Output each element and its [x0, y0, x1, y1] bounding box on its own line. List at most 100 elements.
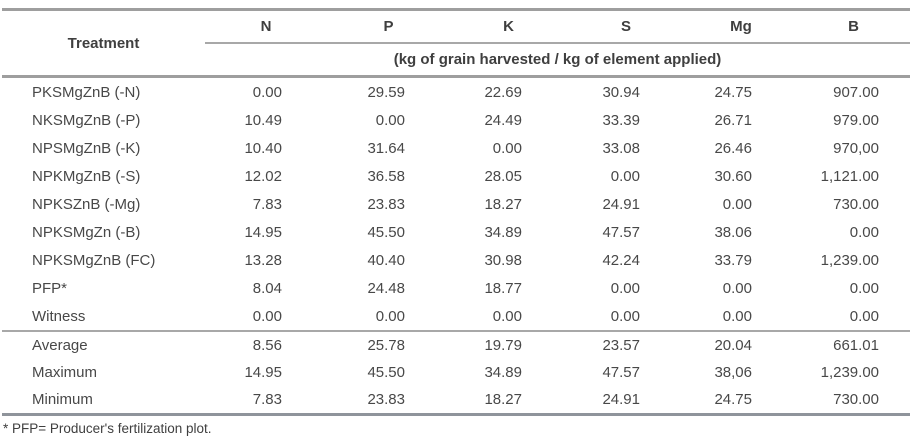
value-cell-b: 1,239.00 [820, 364, 879, 381]
value-cell-n: 10.49 [244, 111, 282, 129]
value-cell-k: 0.00 [450, 302, 567, 332]
value-cell-s: 33.08 [602, 139, 640, 157]
value-cell-n: 14.95 [244, 223, 282, 241]
element-header-row: Treatment N P K S Mg B [2, 9, 910, 78]
value-cell-s: 30.94 [602, 83, 640, 101]
value-cell-s: 42.24 [602, 251, 640, 269]
value-cell-b: 0.00 [849, 223, 879, 241]
value-cell-p: 0.00 [375, 111, 405, 129]
value-cell-n: 8.56 [252, 337, 282, 354]
value-cell-k: 28.05 [484, 167, 522, 185]
table-row: NPKSZnB (-Mg) 7.83 23.83 18.27 24.91 0.0… [2, 190, 910, 218]
treatment-column-header: Treatment [2, 9, 205, 78]
value-cell-p: 24.48 [367, 279, 405, 297]
value-cell-p: 23.83 [327, 386, 450, 416]
table-row: NPKSMgZnB (FC) 13.28 40.40 30.98 42.24 3… [2, 246, 910, 274]
treatment-name: NPKSZnB (-Mg) [32, 195, 141, 213]
value-cell-b: 0.00 [849, 279, 879, 297]
table-row: PKSMgZnB (-N) 0.00 29.59 22.69 30.94 24.… [2, 77, 910, 107]
footnote: * PFP= Producer's fertilization plot. [3, 421, 212, 436]
value-cell-k: 18.27 [450, 386, 567, 416]
value-cell-s: 23.57 [602, 337, 640, 354]
unit-header-row: (kg of grain harvested / kg of element a… [2, 43, 910, 78]
column-header-b: B [797, 9, 910, 44]
value-cell-s: 0.00 [610, 279, 640, 297]
value-cell-k: 30.98 [484, 251, 522, 269]
value-cell-k: 0.00 [492, 139, 522, 157]
treatment-name: PFP* [32, 279, 68, 297]
value-cell-mg: 24.75 [685, 386, 797, 416]
value-cell-n: 8.04 [252, 279, 282, 297]
value-cell-p: 31.64 [367, 139, 405, 157]
column-header-mg: Mg [685, 9, 797, 44]
value-cell-p: 45.50 [367, 223, 405, 241]
value-cell-k: 18.77 [484, 279, 522, 297]
column-header-n: N [205, 9, 327, 44]
value-cell-p: 29.59 [367, 83, 405, 101]
treatment-name: PKSMgZnB (-N) [32, 83, 141, 101]
value-cell-p: 36.58 [367, 167, 405, 185]
table-row: NPSMgZnB (-K) 10.40 31.64 0.00 33.08 26.… [2, 134, 910, 162]
table-row: PFP* 8.04 24.48 18.77 0.00 0.00 0.00 [2, 274, 910, 302]
treatment-name: Minimum [2, 386, 205, 416]
value-cell-mg: 38,06 [714, 364, 752, 381]
value-cell-b: 1,121.00 [820, 167, 879, 185]
value-cell-mg: 20.04 [714, 337, 752, 354]
value-cell-mg: 26.71 [714, 111, 752, 129]
value-cell-s: 47.57 [602, 223, 640, 241]
column-header-s: S [567, 9, 685, 44]
treatment-name: NPKMgZnB (-S) [32, 167, 141, 185]
treatment-name: NPKSMgZn (-B) [32, 223, 141, 241]
value-cell-k: 22.69 [484, 83, 522, 101]
table-row: Average 8.56 25.78 19.79 23.57 20.04 661… [2, 331, 910, 359]
value-cell-p: 25.78 [367, 337, 405, 354]
value-cell-b: 0.00 [797, 302, 910, 332]
column-header-k: K [450, 9, 567, 44]
value-cell-b: 907.00 [833, 83, 879, 101]
treatment-name: Witness [2, 302, 205, 332]
table-row: NPKSMgZn (-B) 14.95 45.50 34.89 47.57 38… [2, 218, 910, 246]
table-row: NPKMgZnB (-S) 12.02 36.58 28.05 0.00 30.… [2, 162, 910, 190]
value-cell-s: 33.39 [602, 111, 640, 129]
value-cell-p: 23.83 [367, 195, 405, 213]
value-cell-b: 730.00 [797, 386, 910, 416]
value-cell-mg: 0.00 [722, 279, 752, 297]
value-cell-mg: 26.46 [714, 139, 752, 157]
value-cell-k: 18.27 [484, 195, 522, 213]
table-row: Witness 0.00 0.00 0.00 0.00 0.00 0.00 [2, 302, 910, 332]
table-row: NKSMgZnB (-P) 10.49 0.00 24.49 33.39 26.… [2, 106, 910, 134]
fertilization-efficiency-table: Treatment N P K S Mg B (kg of grain harv… [2, 8, 910, 416]
value-cell-n: 13.28 [244, 251, 282, 269]
value-cell-b: 1,239.00 [820, 251, 879, 269]
treatment-name: NPSMgZnB (-K) [32, 139, 141, 157]
value-cell-n: 10.40 [244, 139, 282, 157]
value-cell-n: 14.95 [244, 364, 282, 381]
value-cell-b: 730.00 [833, 195, 879, 213]
value-cell-n: 0.00 [252, 83, 282, 101]
value-cell-s: 24.91 [602, 195, 640, 213]
value-cell-k: 34.89 [484, 223, 522, 241]
value-cell-k: 34.89 [484, 364, 522, 381]
value-cell-mg: 0.00 [722, 195, 752, 213]
value-cell-s: 0.00 [610, 167, 640, 185]
value-cell-n: 7.83 [205, 386, 327, 416]
summary-rows: Average 8.56 25.78 19.79 23.57 20.04 661… [2, 331, 910, 416]
value-cell-mg: 38.06 [714, 223, 752, 241]
value-cell-n: 0.00 [205, 302, 327, 332]
value-cell-s: 0.00 [567, 302, 685, 332]
treatment-name: Average [32, 337, 88, 354]
treatment-name: Maximum [32, 364, 98, 381]
value-cell-p: 0.00 [327, 302, 450, 332]
value-cell-b: 979.00 [833, 111, 879, 129]
value-cell-s: 47.57 [602, 364, 640, 381]
value-cell-p: 45.50 [367, 364, 405, 381]
value-cell-n: 7.83 [252, 195, 282, 213]
column-header-p: P [327, 9, 450, 44]
value-cell-k: 19.79 [484, 337, 522, 354]
value-cell-mg: 24.75 [714, 83, 752, 101]
value-cell-mg: 0.00 [685, 302, 797, 332]
treatment-rows: PKSMgZnB (-N) 0.00 29.59 22.69 30.94 24.… [2, 77, 910, 332]
value-cell-p: 40.40 [367, 251, 405, 269]
value-cell-b: 970,00 [833, 139, 879, 157]
value-cell-n: 12.02 [244, 167, 282, 185]
